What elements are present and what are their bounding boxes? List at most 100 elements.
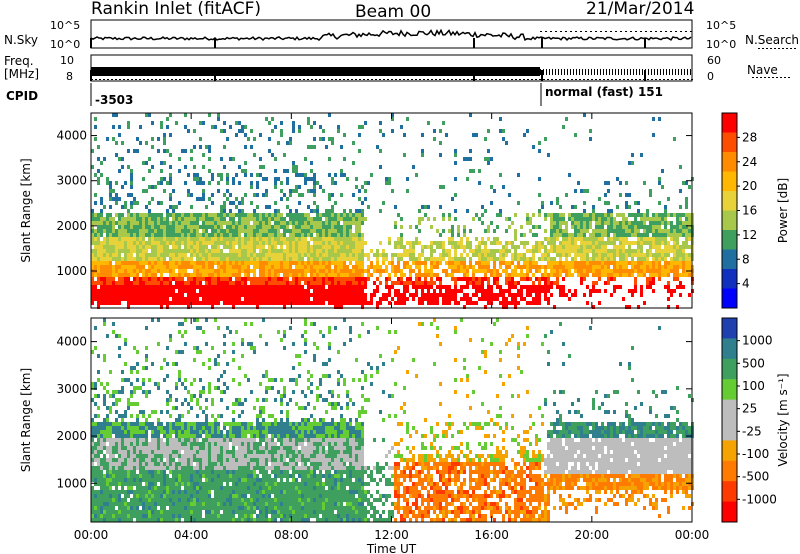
power-cell	[112, 113, 115, 117]
power-cell	[661, 269, 664, 273]
power-cell	[112, 225, 115, 229]
power-cell	[463, 229, 466, 233]
power-cell	[142, 273, 145, 277]
power-cell	[292, 129, 295, 133]
power-cell	[604, 229, 607, 233]
power-cell	[139, 237, 142, 241]
power-cell	[91, 261, 94, 265]
power-cell	[253, 237, 256, 241]
power-cell	[463, 269, 466, 273]
power-cell	[565, 249, 568, 253]
freq-bar-segment	[651, 69, 652, 75]
power-cell	[124, 229, 127, 233]
power-cell	[553, 273, 556, 277]
power-cell	[541, 257, 544, 261]
power-cell	[478, 277, 481, 281]
power-cell	[424, 257, 427, 261]
velocity-cell	[106, 458, 109, 462]
velocity-cell	[97, 502, 100, 506]
power-cell	[475, 269, 478, 273]
power-cell	[157, 297, 160, 301]
power-cell	[97, 289, 100, 293]
power-cell	[178, 253, 181, 257]
velocity-cell	[121, 454, 124, 458]
nave-point	[363, 79, 365, 80]
power-cell	[670, 261, 673, 265]
power-cell	[334, 181, 337, 185]
velocity-cell	[133, 422, 136, 426]
power-cell	[343, 173, 346, 177]
power-cell	[463, 157, 466, 161]
power-cell	[463, 293, 466, 297]
power-cell	[358, 197, 361, 201]
velocity-cell	[112, 462, 115, 466]
power-cell	[559, 221, 562, 225]
power-cell	[154, 225, 157, 229]
power-cell	[406, 253, 409, 257]
power-cell	[493, 293, 496, 297]
power-cell	[250, 301, 253, 305]
power-cell	[262, 241, 265, 245]
velocity-cell	[121, 458, 124, 462]
power-cell	[259, 233, 262, 237]
velocity-cell	[121, 490, 124, 494]
power-cell	[115, 213, 118, 217]
power-cell	[454, 265, 457, 269]
power-cell	[310, 145, 313, 149]
velocity-cell	[136, 474, 139, 478]
power-cell	[109, 197, 112, 201]
nave-point	[211, 79, 213, 80]
power-cell	[250, 293, 253, 297]
power-cell	[220, 285, 223, 289]
power-cell	[289, 269, 292, 273]
velocity-cell	[118, 446, 121, 450]
power-cell	[667, 245, 670, 249]
power-cell	[169, 249, 172, 253]
power-cell	[670, 249, 673, 253]
power-cell	[130, 293, 133, 297]
power-cell	[337, 265, 340, 269]
power-cell	[232, 305, 235, 309]
power-cell	[217, 265, 220, 269]
velocity-cell	[133, 462, 136, 466]
power-cell	[529, 249, 532, 253]
power-cell	[295, 189, 298, 193]
power-cell	[211, 301, 214, 305]
power-cell	[115, 245, 118, 249]
power-cell	[616, 253, 619, 257]
power-cell	[268, 249, 271, 253]
velocity-cell	[97, 474, 100, 478]
velocity-cell	[97, 434, 100, 438]
power-cell	[271, 261, 274, 265]
power-cell	[574, 229, 577, 233]
power-cell	[361, 297, 364, 301]
power-cell	[607, 253, 610, 257]
power-cell	[343, 261, 346, 265]
power-cell	[133, 277, 136, 281]
velocity-cell	[94, 426, 97, 430]
power-cell	[439, 185, 442, 189]
velocity-cell	[112, 402, 115, 406]
power-cell	[217, 301, 220, 305]
nsearch-point	[575, 31, 577, 32]
power-cell	[277, 257, 280, 261]
velocity-cell	[97, 490, 100, 494]
power-cell	[448, 213, 451, 217]
power-cell	[586, 249, 589, 253]
power-cell	[613, 257, 616, 261]
power-cell	[655, 269, 658, 273]
power-cell	[322, 257, 325, 261]
power-cell	[688, 257, 691, 261]
power-cell	[187, 297, 190, 301]
power-cell	[604, 249, 607, 253]
power-cell	[163, 225, 166, 229]
power-cell	[619, 225, 622, 229]
power-cell	[493, 189, 496, 193]
power-cell	[178, 169, 181, 173]
power-cell	[478, 241, 481, 245]
power-cell	[364, 189, 367, 193]
power-cell	[226, 289, 229, 293]
power-cell	[541, 241, 544, 245]
power-cell	[400, 217, 403, 221]
power-cell	[268, 213, 271, 217]
